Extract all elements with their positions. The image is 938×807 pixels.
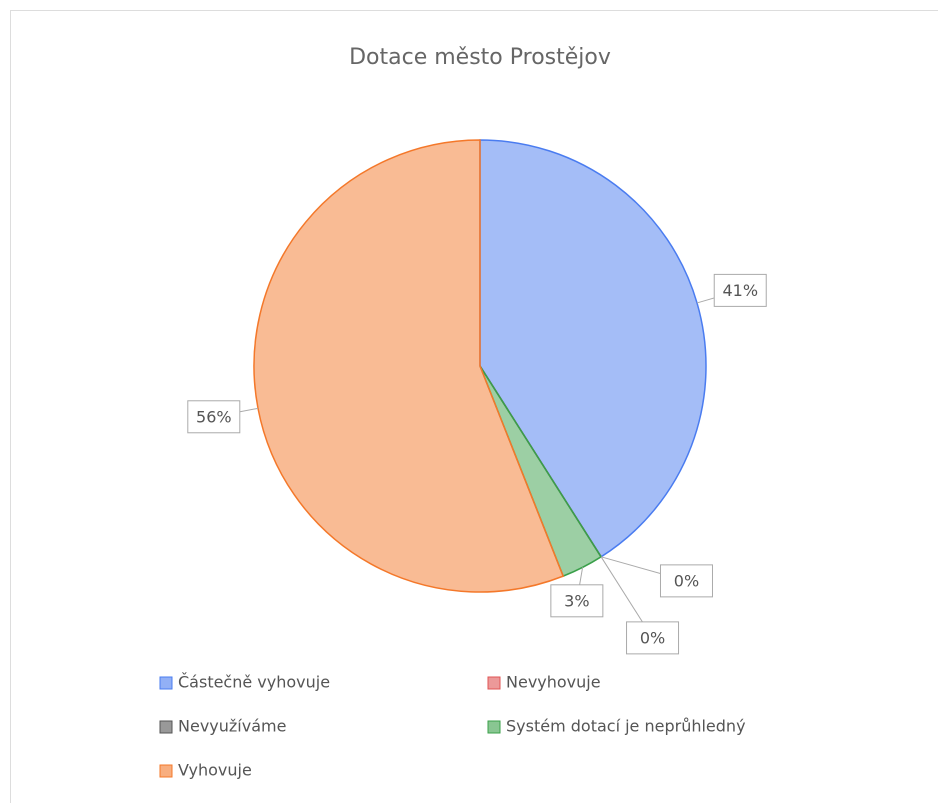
legend-label: Systém dotací je neprůhledný — [506, 717, 746, 736]
data-label: 56% — [196, 407, 232, 426]
legend-swatch — [160, 677, 172, 689]
legend-swatch — [488, 721, 500, 733]
legend-label: Vyhovuje — [178, 761, 252, 780]
data-label: 0% — [674, 571, 699, 590]
legend-label: Částečně vyhovuje — [178, 673, 330, 692]
data-label: 3% — [564, 591, 589, 610]
legend-label: Nevyužíváme — [178, 717, 286, 736]
legend-swatch — [160, 765, 172, 777]
legend-label: Nevyhovuje — [506, 673, 601, 692]
data-label: 41% — [722, 281, 758, 300]
chart-title: Dotace město Prostějov — [349, 45, 611, 70]
legend-swatch — [488, 677, 500, 689]
data-label: 0% — [640, 628, 665, 647]
legend-swatch — [160, 721, 172, 733]
